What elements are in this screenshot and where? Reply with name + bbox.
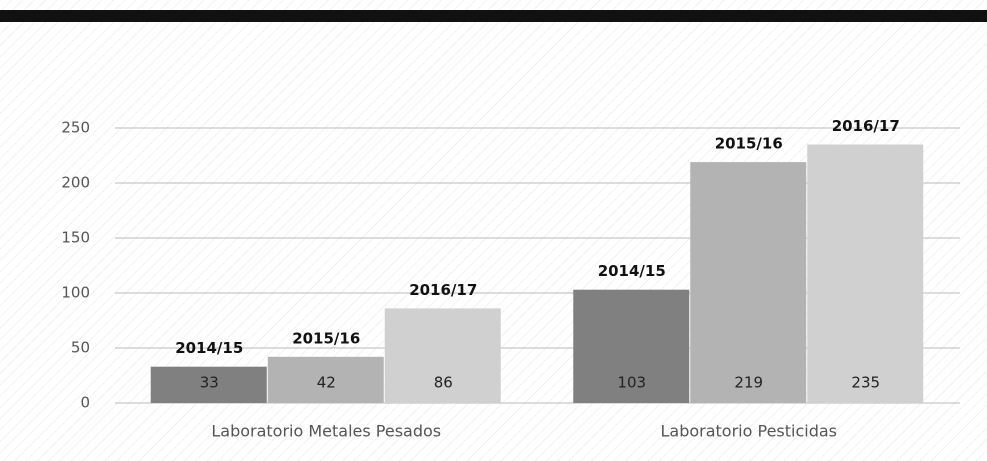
value-label: 235 [851,374,880,392]
series-label: 2014/15 [175,339,243,357]
y-tick-label: 250 [61,119,90,137]
series-label: 2016/17 [409,281,477,299]
bar [267,356,384,403]
x-tick-label: Laboratorio Pesticidas [660,422,837,441]
y-tick-label: 200 [61,174,90,192]
bar [807,144,924,403]
series-label: 2015/16 [715,135,783,153]
series-label: 2015/16 [292,329,360,347]
y-tick-label: 0 [80,394,90,412]
value-label: 103 [617,374,646,392]
bar [150,366,267,403]
x-tick-label: Laboratorio Metales Pesados [211,422,441,441]
top-band [0,10,987,22]
y-tick-label: 100 [61,284,90,302]
y-tick-label: 150 [61,229,90,247]
series-label: 2016/17 [832,117,900,135]
value-label: 42 [317,374,336,392]
bar [573,289,690,403]
y-tick-label: 50 [71,339,90,357]
series-label: 2014/15 [598,262,666,280]
bar [384,308,501,403]
value-label: 33 [200,374,219,392]
bar [690,162,807,403]
value-label: 219 [734,374,763,392]
value-label: 86 [434,374,453,392]
